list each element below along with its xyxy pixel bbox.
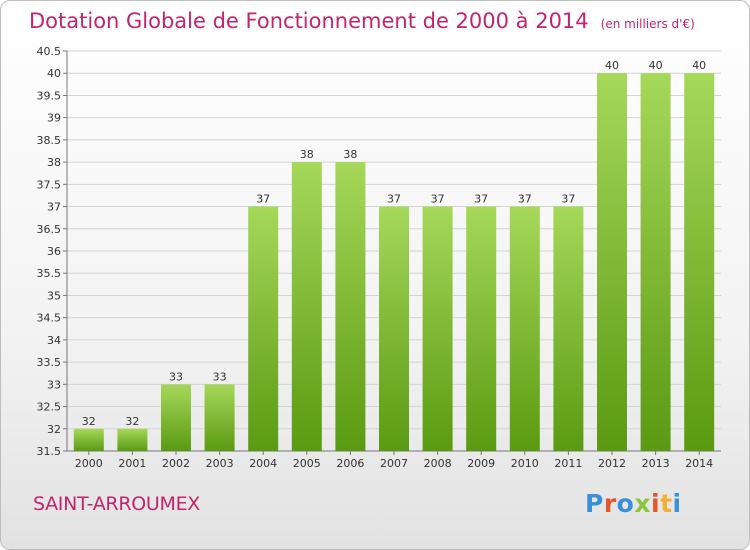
x-tick-label: 2001 bbox=[118, 457, 146, 470]
bar bbox=[509, 206, 540, 451]
y-tick-label: 33 bbox=[47, 378, 61, 391]
y-tick-label: 39.5 bbox=[37, 89, 62, 102]
bar bbox=[248, 206, 279, 451]
y-tick-label: 36 bbox=[47, 245, 61, 258]
bar bbox=[553, 206, 584, 451]
proxiti-logo: Proxiti bbox=[585, 489, 682, 518]
logo-letter: i bbox=[651, 489, 661, 518]
bar bbox=[117, 428, 148, 451]
data-label: 38 bbox=[343, 148, 357, 161]
y-tick-label: 33.5 bbox=[37, 356, 62, 369]
logo-letter: o bbox=[616, 489, 635, 518]
y-tick-label: 32.5 bbox=[37, 401, 62, 414]
data-label: 37 bbox=[431, 193, 445, 206]
chart-subtitle: (en milliers d'€) bbox=[600, 17, 695, 31]
bar bbox=[640, 73, 671, 451]
data-label: 32 bbox=[82, 415, 96, 428]
x-tick-label: 2003 bbox=[206, 457, 234, 470]
y-tick-label: 40 bbox=[47, 67, 61, 80]
y-tick-label: 40.5 bbox=[37, 45, 62, 58]
bar bbox=[291, 162, 322, 451]
y-tick-label: 37.5 bbox=[37, 178, 62, 191]
commune-name: SAINT-ARROUMEX bbox=[33, 493, 201, 515]
x-tick-label: 2008 bbox=[424, 457, 452, 470]
bar bbox=[466, 206, 497, 451]
chart-title-text: Dotation Globale de Fonctionnement de 20… bbox=[29, 9, 589, 33]
data-label: 37 bbox=[256, 193, 270, 206]
data-label: 37 bbox=[518, 193, 532, 206]
x-tick-label: 2004 bbox=[249, 457, 277, 470]
bar bbox=[161, 384, 191, 451]
y-tick-label: 34 bbox=[47, 334, 61, 347]
data-label: 37 bbox=[387, 193, 401, 206]
data-label: 32 bbox=[125, 415, 139, 428]
x-tick-label: 2007 bbox=[380, 457, 408, 470]
chart-title: Dotation Globale de Fonctionnement de 20… bbox=[29, 9, 695, 33]
y-tick-label: 39 bbox=[47, 112, 61, 125]
logo-letter: x bbox=[634, 489, 651, 518]
x-tick-label: 2012 bbox=[598, 457, 626, 470]
x-tick-label: 2002 bbox=[162, 457, 190, 470]
x-tick-label: 2005 bbox=[293, 457, 321, 470]
axes: 31.5 32 32.5 33 33.5 34 34.5 35 35.5 36 36.5 37 37.5… bbox=[37, 45, 721, 470]
data-label: 40 bbox=[649, 59, 663, 72]
x-tick-label: 2011 bbox=[554, 457, 582, 470]
bar bbox=[422, 206, 453, 451]
bar bbox=[204, 384, 235, 451]
y-tick-label: 36.5 bbox=[37, 223, 62, 236]
bar bbox=[335, 162, 366, 451]
x-tick-label: 2000 bbox=[75, 457, 103, 470]
logo-letter: r bbox=[603, 489, 617, 518]
data-label: 37 bbox=[474, 193, 488, 206]
logo-letter: i bbox=[672, 489, 682, 518]
x-tick-label: 2006 bbox=[336, 457, 364, 470]
bars bbox=[73, 73, 715, 451]
y-tick-label: 38.5 bbox=[37, 134, 62, 147]
labels: 32 32 33 33 37 38 38 37 37 37 37 37 40 40 40 bbox=[82, 59, 706, 428]
logo-letter: P bbox=[585, 489, 604, 518]
data-label: 37 bbox=[561, 193, 575, 206]
x-tick-label: 2009 bbox=[467, 457, 495, 470]
y-tick-label: 38 bbox=[47, 156, 61, 169]
y-tick-label: 34.5 bbox=[37, 312, 62, 325]
y-tick-label: 37 bbox=[47, 201, 61, 214]
x-tick-label: 2014 bbox=[685, 457, 713, 470]
data-label: 33 bbox=[169, 370, 183, 383]
y-tick-label: 32 bbox=[47, 423, 61, 436]
data-label: 33 bbox=[213, 370, 227, 383]
bar bbox=[379, 206, 409, 451]
data-label: 40 bbox=[605, 59, 619, 72]
y-tick-label: 35 bbox=[47, 289, 61, 302]
data-label: 38 bbox=[300, 148, 314, 161]
y-tick-label: 35.5 bbox=[37, 267, 62, 280]
y-tick-label: 31.5 bbox=[37, 445, 62, 458]
x-tick-label: 2013 bbox=[642, 457, 670, 470]
bar bbox=[597, 73, 627, 451]
bar bbox=[73, 428, 104, 451]
bar bbox=[684, 73, 715, 451]
data-label: 40 bbox=[692, 59, 706, 72]
x-tick-label: 2010 bbox=[511, 457, 539, 470]
logo-letter: t bbox=[660, 489, 673, 518]
